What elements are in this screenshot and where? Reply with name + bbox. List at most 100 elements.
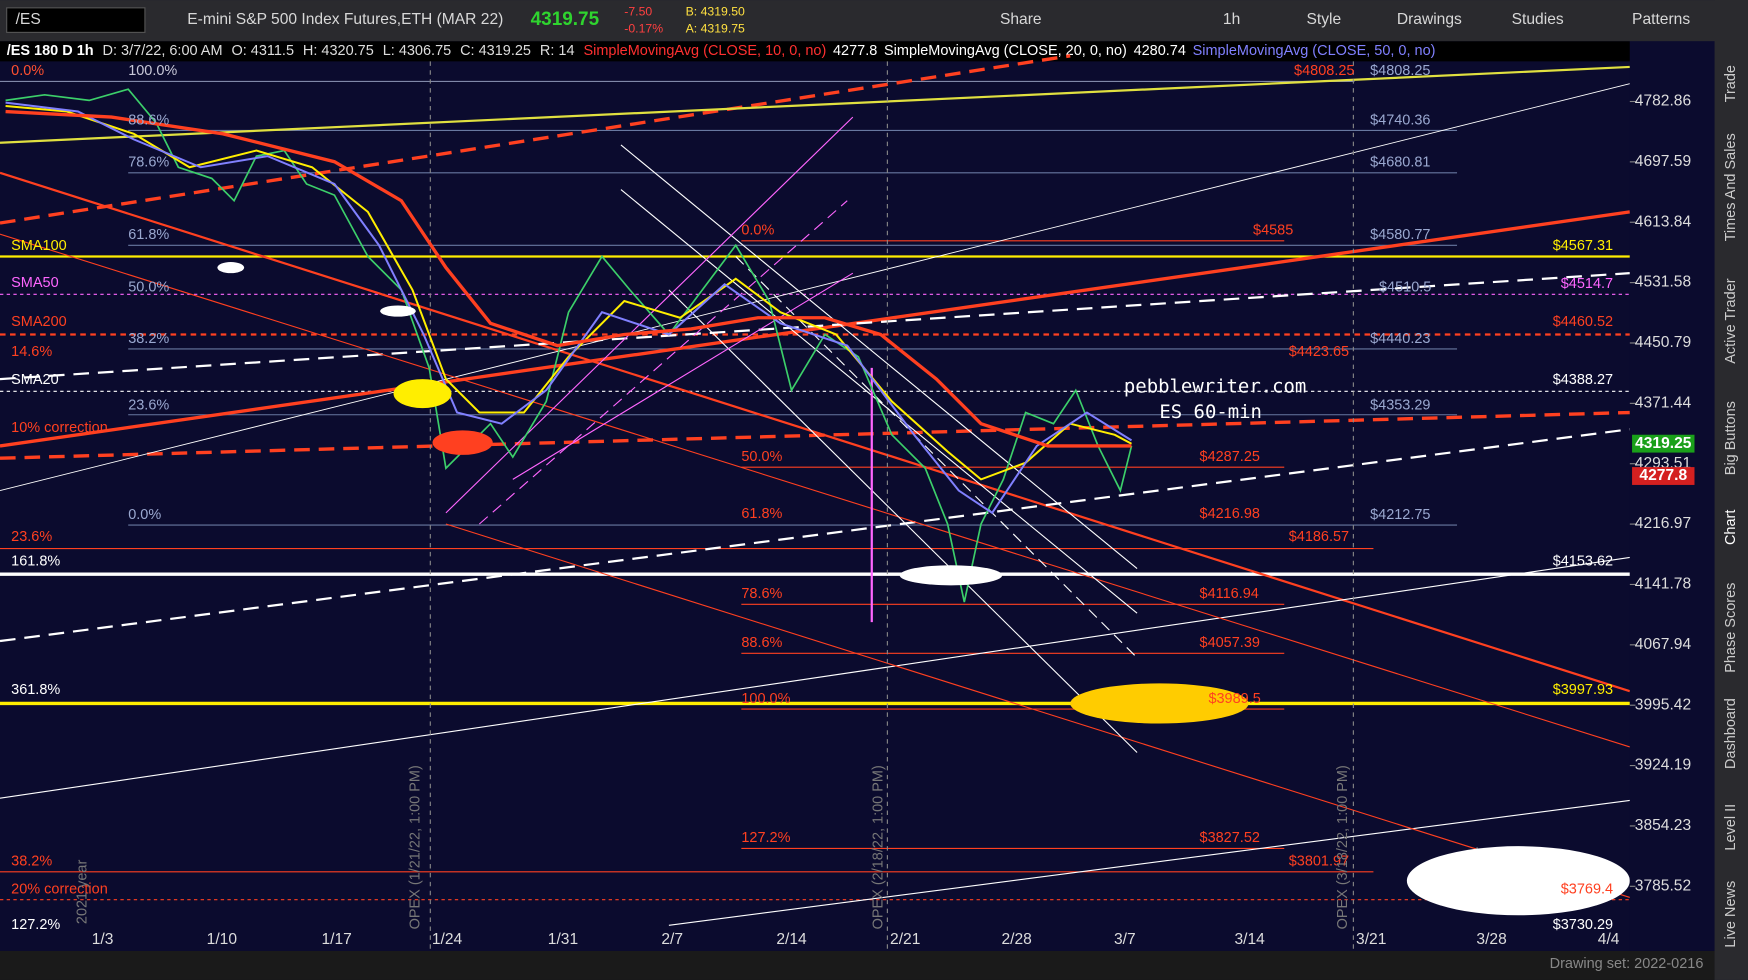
toolbar-button[interactable]: Studies	[1512, 11, 1564, 28]
toolbar-button[interactable]: Style	[1307, 11, 1342, 28]
marker	[1070, 683, 1249, 724]
side-tab[interactable]: Live News	[1723, 881, 1739, 948]
side-tab[interactable]: Dashboard	[1723, 698, 1739, 769]
date-label: 1/10	[207, 931, 238, 948]
chart-annotation: 38.2%	[128, 331, 169, 347]
price-tick-label: 3854.23	[1635, 817, 1691, 834]
chart-annotation: 100.0%	[741, 691, 790, 707]
date-label: 4/4	[1598, 931, 1620, 948]
price-tick-label: 4613.84	[1635, 213, 1692, 230]
price-badge-label: 4319.25	[1635, 435, 1692, 452]
chart-annotation: 127.2%	[11, 917, 60, 933]
price-tick-label: 3924.19	[1635, 757, 1691, 774]
date-label: 1/31	[548, 931, 578, 948]
study-value: 4280.74	[1134, 43, 1186, 59]
last-price: 4319.75	[531, 9, 599, 30]
chart-annotation: 0.0%	[128, 507, 161, 523]
chart-annotation: $4116.94	[1200, 586, 1259, 602]
chart-annotation: $4510.5	[1379, 279, 1431, 295]
price-tick-label: 4450.79	[1635, 334, 1691, 351]
ask: A: 4319.75	[686, 21, 745, 35]
date-label: 1/17	[321, 931, 351, 948]
chart-annotation: 0.0%	[741, 223, 774, 239]
marker	[217, 262, 245, 274]
chart-annotation: ES 60-min	[1159, 401, 1262, 423]
study-name: SimpleMovingAvg (CLOSE, 10, 0, no)	[583, 43, 826, 59]
symbol-box[interactable]	[6, 7, 146, 33]
date-label: 1/24	[432, 931, 463, 948]
price-axis	[1629, 41, 1715, 951]
chart-annotation: $4287.25	[1200, 449, 1260, 465]
chart-annotation: 88.6%	[741, 635, 782, 651]
side-tab[interactable]: Level II	[1723, 804, 1739, 851]
study-item: H: 4320.75	[303, 43, 374, 59]
chart-annotation: $3989.5	[1208, 691, 1260, 707]
toolbar-button[interactable]: Share	[1000, 11, 1042, 28]
change: -7.50	[624, 5, 652, 19]
side-tab[interactable]: Chart	[1723, 510, 1739, 545]
vertical-label: OPEX (2/18/22, 1:00 PM)	[870, 765, 886, 929]
date-label: 2/28	[1002, 931, 1032, 948]
chart-annotation: 78.6%	[741, 586, 782, 602]
toolbar-button[interactable]: Drawings	[1397, 11, 1462, 28]
study-name: SimpleMovingAvg (CLOSE, 20, 0, no)	[884, 43, 1127, 59]
toolbar-button[interactable]: Patterns	[1632, 11, 1690, 28]
chart-annotation: $4514.7	[1561, 276, 1613, 292]
date-label: 2/7	[661, 931, 683, 948]
price-tick-label: 3995.42	[1635, 696, 1691, 713]
chart-annotation: 10% correction	[11, 420, 108, 436]
chart-annotation: 100.0%	[128, 63, 177, 79]
side-tab[interactable]: Phase Scores	[1723, 583, 1739, 673]
date-axis-bar	[0, 950, 1715, 980]
chart-annotation: $4153.62	[1553, 554, 1613, 570]
chart-annotation: $4740.36	[1370, 112, 1430, 128]
instrument: E-mini S&P 500 Index Futures,ETH (MAR 22…	[187, 11, 503, 28]
chart-annotation: 50.0%	[741, 449, 782, 465]
price-tick-label: 4216.97	[1635, 515, 1691, 532]
chart-annotation: $4216.98	[1200, 506, 1260, 522]
chart-annotation: $4212.75	[1370, 507, 1430, 523]
side-panel	[1714, 0, 1748, 980]
chart-annotation: 38.2%	[11, 854, 52, 870]
chart-annotation: pebblewriter.com	[1124, 375, 1306, 397]
study-item: R: 14	[540, 43, 575, 59]
vertical-label: OPEX (3/18/22, 1:00 PM)	[1335, 765, 1351, 929]
price-tick-label: 4141.78	[1635, 576, 1691, 593]
date-label: 3/21	[1356, 931, 1386, 948]
chart-annotation: $4423.65	[1289, 344, 1349, 360]
date-label: 3/14	[1235, 931, 1266, 948]
study-item: D: 3/7/22, 6:00 AM	[103, 43, 223, 59]
study-item: /ES 180 D 1h	[7, 43, 94, 59]
chart-annotation: 23.6%	[11, 529, 52, 545]
price-tick-label: 4782.86	[1635, 93, 1691, 110]
chart-annotation: 127.2%	[741, 830, 790, 846]
chart-annotation: SMA50	[11, 275, 59, 291]
price-badge	[1632, 434, 1695, 453]
marker	[393, 379, 452, 409]
study-value: 4277.8	[833, 43, 877, 59]
price-badge-label: 4277.8	[1639, 467, 1687, 484]
side-tab[interactable]: Times And Sales	[1723, 133, 1739, 241]
toolbar	[0, 0, 1748, 42]
vertical-label: OPEX (1/21/22, 1:00 PM)	[408, 765, 424, 929]
chart-annotation: $4057.39	[1200, 635, 1260, 651]
bid: B: 4319.50	[686, 5, 745, 19]
date-label: 3/7	[1114, 931, 1136, 948]
chart-annotation: $4460.52	[1553, 314, 1613, 330]
chart-annotation: 61.8%	[741, 506, 782, 522]
chart-annotation: $3730.29	[1553, 917, 1613, 933]
chart-annotation: $3801.97	[1289, 854, 1349, 870]
study-item: L: 4306.75	[383, 43, 451, 59]
chart-annotation: $4388.27	[1553, 372, 1613, 388]
side-tab[interactable]: Active Trader	[1723, 278, 1739, 364]
side-tab[interactable]: Big Buttons	[1723, 401, 1739, 475]
symbol: /ES	[16, 11, 41, 28]
chart-annotation: $4440.23	[1370, 331, 1430, 347]
chart-annotation: SMA100	[11, 238, 67, 254]
side-tab[interactable]: Trade	[1723, 65, 1739, 102]
timeframe[interactable]: 1h	[1223, 11, 1240, 28]
price-tick-label: 4697.59	[1635, 153, 1691, 170]
date-label: 3/28	[1476, 931, 1506, 948]
price-tick-label: 4371.44	[1635, 394, 1692, 411]
